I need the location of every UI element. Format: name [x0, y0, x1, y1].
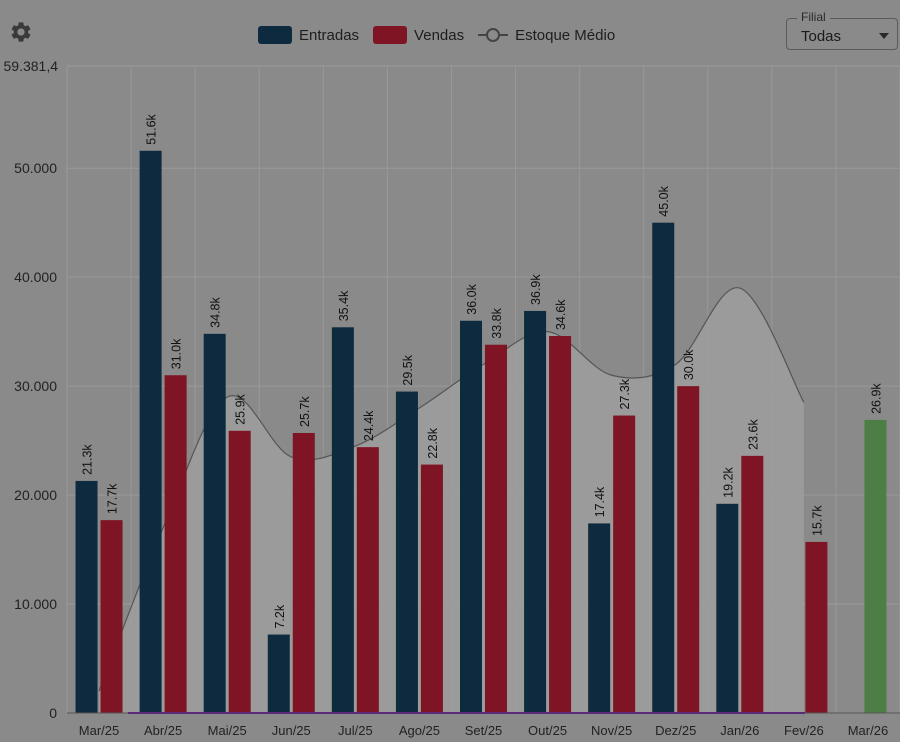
bar-entradas	[460, 320, 482, 713]
bar-vendas-label: 33.8k	[490, 307, 504, 338]
bar-entradas	[267, 634, 290, 713]
bar-vendas	[292, 432, 315, 713]
bar-vendas-label: 24.4k	[362, 410, 376, 441]
bar-entradas	[203, 333, 226, 713]
bar-entradas	[75, 480, 98, 713]
bar-vendas-label: 23.6k	[746, 419, 760, 450]
bar-vendas-label: 17.7k	[106, 483, 120, 514]
bar-vendas	[356, 447, 379, 713]
bar-vendas	[549, 336, 572, 713]
bar-entradas-label: 45.0k	[657, 185, 671, 216]
bar-entradas-label: 17.4k	[593, 486, 607, 517]
bar-vendas-label: 22.8k	[426, 427, 440, 458]
bar-entradas-label: 21.3k	[81, 444, 95, 475]
y-tick-label: 20.000	[14, 487, 57, 503]
bar-vendas-label: 25.7k	[298, 396, 312, 427]
bar-vendas	[164, 375, 187, 713]
x-tick-label: Fev/26	[784, 723, 824, 738]
bar-vendas-label: 30.0k	[682, 349, 696, 380]
bar-entradas-label: 7.2k	[273, 604, 287, 628]
bar-vendas-label: 27.3k	[618, 378, 632, 409]
chart-legend: Entradas Vendas Estoque Médio	[258, 24, 629, 46]
filial-value: Todas	[801, 28, 842, 45]
bar-entradas	[331, 327, 354, 713]
x-tick-label: Abr/25	[144, 723, 182, 738]
bar-entradas-label: 36.9k	[529, 274, 543, 305]
bar-entradas-label: 19.2k	[721, 466, 735, 497]
bar-forecast-label: 26.9k	[869, 383, 883, 414]
bar-vendas-label: 25.9k	[234, 393, 248, 424]
y-tick-label: 30.000	[14, 378, 57, 394]
bar-vendas	[100, 520, 123, 713]
bar-entradas-label: 35.4k	[337, 290, 351, 321]
bar-vendas	[613, 415, 636, 713]
legend-item-vendas[interactable]: Vendas	[373, 26, 464, 44]
filial-label: Filial	[797, 10, 830, 24]
bar-vendas	[420, 464, 443, 713]
y-tick-label: 50.000	[14, 160, 57, 176]
x-tick-label: Nov/25	[591, 723, 632, 738]
bar-entradas	[395, 391, 418, 713]
x-tick-label: Ago/25	[399, 723, 440, 738]
x-tick-label: Mar/25	[79, 723, 119, 738]
bar-vendas-label: 15.7k	[810, 505, 824, 536]
legend-swatch-vendas	[373, 26, 408, 44]
legend-swatch-entradas	[258, 26, 292, 44]
legend-item-entradas[interactable]: Entradas	[258, 26, 359, 44]
legend-item-estoque[interactable]: Estoque Médio	[478, 27, 615, 44]
x-tick-label: Jun/25	[272, 723, 311, 738]
x-tick-label: Out/25	[528, 723, 567, 738]
bar-entradas	[588, 523, 611, 713]
x-tick-label: Set/25	[465, 723, 503, 738]
y-tick-label: 10.000	[14, 596, 57, 612]
bar-vendas	[485, 344, 507, 713]
x-tick-label: Dez/25	[655, 723, 696, 738]
bar-entradas	[139, 150, 162, 713]
y-tick-label: 0	[49, 705, 57, 721]
bar-forecast	[864, 419, 887, 713]
filial-select[interactable]: Filial Todas	[786, 10, 898, 50]
bar-entradas	[524, 310, 547, 713]
bar-vendas-label: 34.6k	[554, 299, 568, 330]
legend-line-circle-icon	[478, 28, 509, 42]
bar-vendas	[741, 455, 764, 713]
legend-label-estoque: Estoque Médio	[515, 26, 616, 44]
bar-vendas	[677, 386, 700, 713]
x-tick-label: Mar/26	[848, 723, 888, 738]
bar-entradas	[716, 503, 739, 713]
bar-entradas-label: 36.0k	[465, 283, 479, 314]
chevron-down-icon	[879, 33, 889, 39]
x-tick-label: Jan/26	[720, 723, 759, 738]
x-tick-label: Mai/25	[208, 723, 247, 738]
legend-label-vendas: Vendas	[414, 26, 465, 44]
bar-entradas-label: 34.8k	[209, 297, 223, 328]
bar-vendas-label: 31.0k	[170, 338, 184, 369]
bar-entradas-label: 29.5k	[401, 354, 415, 385]
settings-gear-icon[interactable]	[9, 20, 33, 44]
legend-label-entradas: Entradas	[299, 26, 360, 44]
y-max-label: 59.381,4	[4, 58, 59, 74]
bar-entradas-label: 51.6k	[145, 113, 159, 144]
x-tick-label: Jul/25	[338, 723, 373, 738]
bar-vendas	[805, 541, 828, 713]
bar-vendas	[228, 430, 251, 713]
estoque-medio-line	[98, 287, 805, 692]
bar-entradas	[652, 222, 675, 714]
y-tick-label: 40.000	[14, 269, 57, 285]
